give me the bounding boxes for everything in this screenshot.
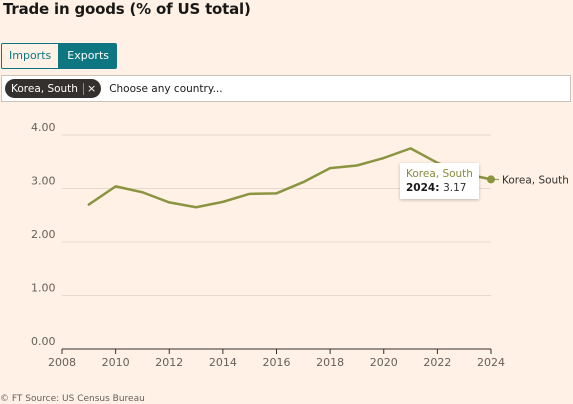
axes: 0.00 1.00 2.00 3.00 4.00 2008 2010 2012 2014 2016… — [31, 121, 505, 369]
y-tick-label: 0.00 — [31, 335, 56, 348]
tooltip-series-name: Korea, South — [406, 168, 473, 180]
data-tooltip: Korea, South 2024: 3.17 — [400, 163, 479, 199]
x-tick-label: 2014 — [209, 356, 237, 369]
tooltip-colon: : — [435, 182, 444, 194]
tooltip-value: 3.17 — [443, 182, 467, 194]
country-selector[interactable]: Korea, South × — [1, 75, 571, 102]
series-line — [87, 147, 493, 209]
x-tick-label: 2012 — [155, 356, 183, 369]
y-tick-label: 1.00 — [31, 282, 56, 295]
x-tick-label: 2020 — [370, 356, 398, 369]
x-tick-label: 2018 — [316, 356, 344, 369]
x-tick-label: 2022 — [423, 356, 451, 369]
x-tick-label: 2010 — [102, 356, 130, 369]
x-tick-label: 2024 — [477, 356, 505, 369]
imports-button[interactable]: Imports — [1, 43, 60, 69]
remove-country-icon[interactable]: × — [86, 82, 97, 95]
trade-type-toggle: Imports Exports — [1, 43, 117, 69]
country-chip: Korea, South × — [5, 79, 102, 98]
gridlines — [62, 134, 491, 296]
series-label: Korea, South — [502, 174, 569, 186]
y-tick-label: 2.00 — [31, 228, 56, 241]
chart-title: Trade in goods (% of US total) — [3, 0, 251, 18]
series: Korea, South — [87, 147, 569, 209]
y-tick-label: 4.00 — [31, 121, 56, 134]
x-tick-label: 2016 — [263, 356, 291, 369]
country-search-input[interactable] — [107, 81, 412, 96]
chip-divider — [82, 82, 84, 95]
source-note: © FT Source: US Census Bureau — [0, 394, 145, 404]
exports-button[interactable]: Exports — [59, 43, 117, 69]
x-tick-label: 2008 — [48, 356, 76, 369]
country-chip-label: Korea, South — [11, 82, 78, 95]
y-tick-label: 3.00 — [31, 175, 56, 188]
tooltip-year: 2024 — [406, 182, 436, 194]
